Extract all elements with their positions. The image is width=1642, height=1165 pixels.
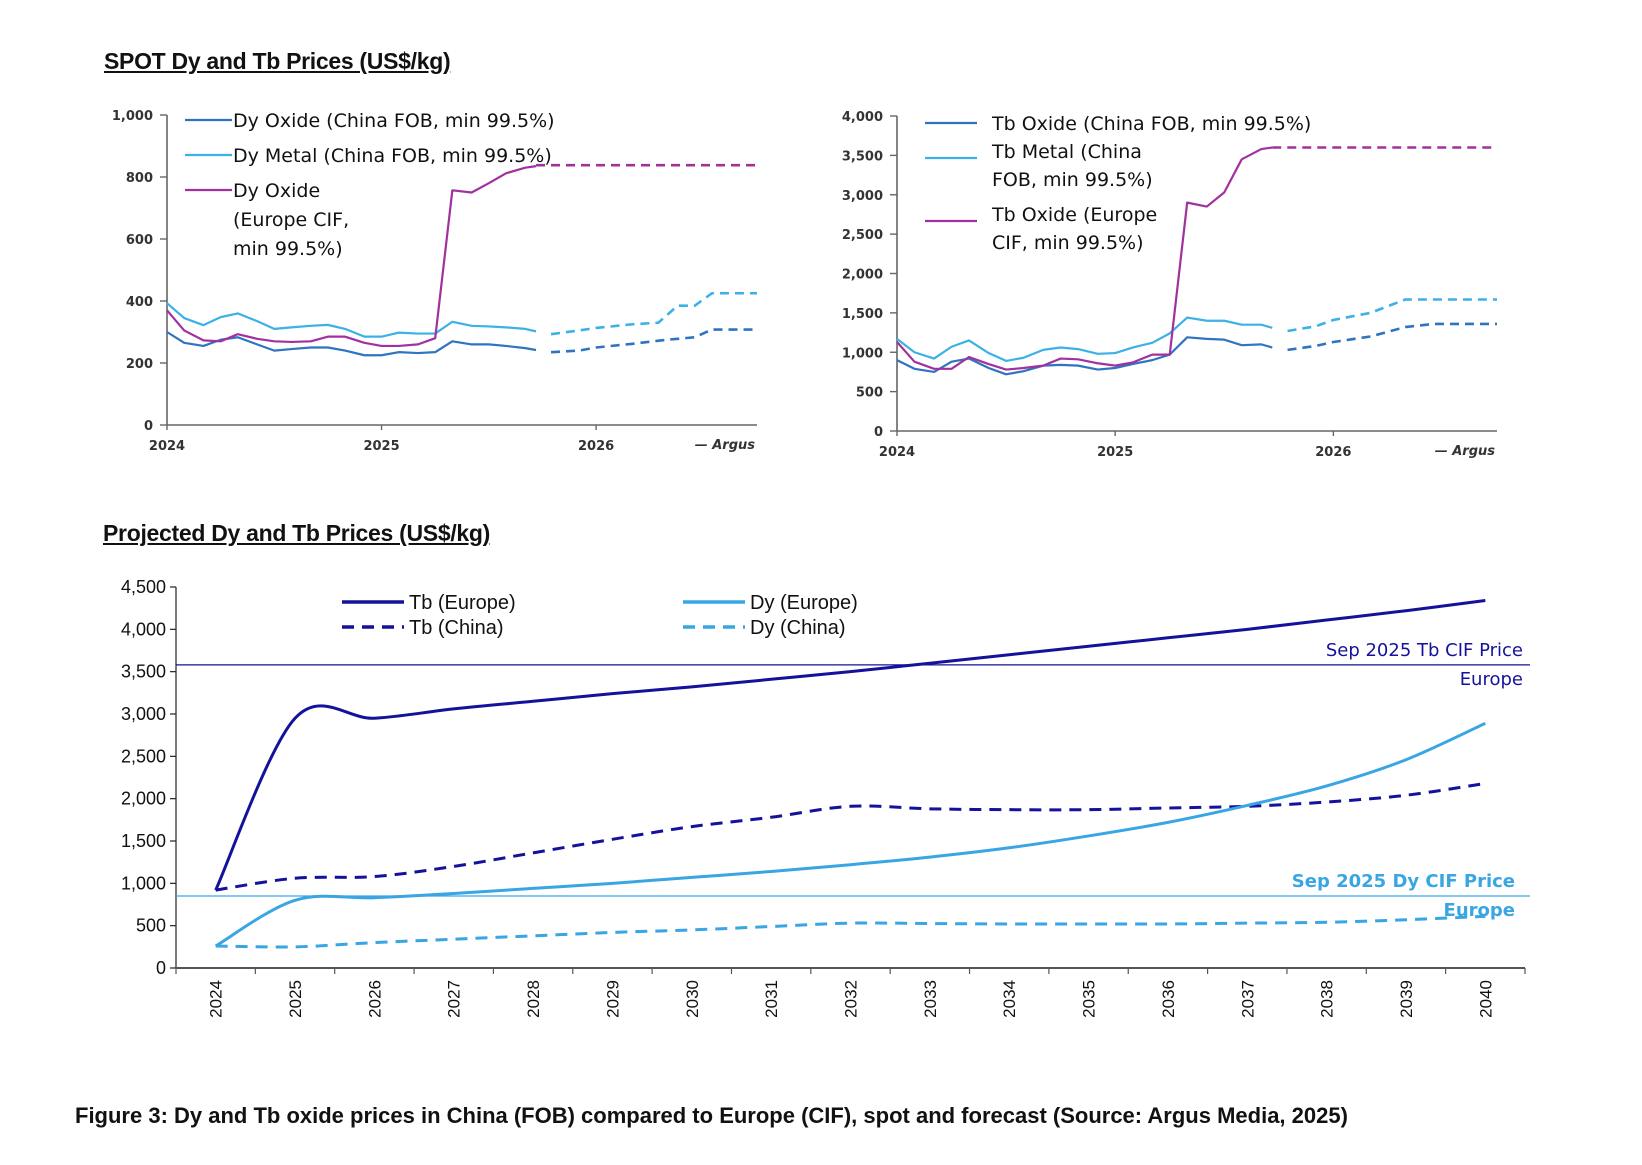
series-line-actual (166, 165, 537, 348)
x-tick-label: 2028 (524, 980, 543, 1018)
series-line (214, 721, 1486, 948)
y-tick-label: 4,500 (121, 577, 166, 597)
series-line-forecast (1287, 298, 1497, 333)
y-tick-label: 800 (126, 171, 153, 186)
y-tick-label: 0 (874, 425, 883, 440)
x-tick-label: 2024 (149, 439, 185, 454)
x-tick-label: 2026 (578, 439, 614, 454)
x-tick-label: 2026 (1315, 445, 1351, 460)
x-tick-label: 2040 (1476, 980, 1495, 1018)
reference-label: Europe (1444, 900, 1515, 921)
legend-label: Tb Metal (China (991, 141, 1142, 163)
x-tick-label: 2025 (363, 439, 399, 454)
x-tick-label: 2032 (842, 980, 861, 1018)
y-tick-label: 3,000 (842, 189, 883, 204)
x-tick-label: 2038 (1318, 980, 1337, 1018)
x-tick-label: 2033 (921, 980, 940, 1018)
x-tick-label: 2037 (1238, 980, 1257, 1018)
y-tick-label: 1,500 (121, 831, 166, 851)
reference-label: Sep 2025 Tb CIF Price (1326, 640, 1523, 661)
x-tick-label: 2025 (286, 980, 305, 1018)
projected-prices-title: Projected Dy and Tb Prices (US$/kg) (103, 520, 491, 546)
x-tick-label: 2025 (1097, 445, 1133, 460)
chart-spot_tb: 0 500 1,000 1,500 2,000 2,500 3,000 3,500 4,000 2… (842, 110, 1497, 460)
series-line (215, 781, 1486, 892)
legend-label: Dy Oxide (China FOB, min 99.5%) (233, 110, 555, 132)
y-tick-label: 1,500 (842, 307, 883, 322)
x-tick-label: 2031 (762, 980, 781, 1018)
chart-spot_dy: 0 200 400 600 800 1,000 2024 2025 2026 — Argus Dy … (112, 109, 757, 454)
legend-label: Tb Oxide (China FOB, min 99.5%) (991, 113, 1311, 135)
chart-projected: 0 500 1,000 1,500 2,000 2,500 3,000 3,500 4,000 4… (121, 577, 1530, 1018)
series-line-forecast (550, 328, 757, 354)
source-label: — Argus (695, 438, 756, 453)
y-tick-label: 400 (126, 295, 153, 310)
x-tick-label: 2024 (879, 445, 915, 460)
x-tick-label: 2039 (1397, 980, 1416, 1018)
series-line (215, 914, 1486, 949)
series-line (214, 599, 1486, 891)
legend-label: Dy Oxide (233, 180, 320, 202)
source-label: — Argus (1435, 444, 1496, 459)
y-tick-label: 500 (856, 386, 883, 401)
y-tick-label: 3,000 (121, 704, 166, 724)
x-tick-label: 2036 (1159, 980, 1178, 1018)
y-tick-label: 4,000 (842, 110, 883, 125)
legend-label: Dy (China) (750, 617, 846, 639)
x-tick-label: 2029 (603, 980, 622, 1018)
y-tick-label: 2,500 (121, 746, 166, 766)
y-tick-label: 1,000 (112, 109, 153, 124)
x-tick-label: 2027 (445, 980, 464, 1018)
series-line-actual (896, 316, 1273, 363)
reference-label: Sep 2025 Dy CIF Price (1292, 871, 1515, 892)
y-tick-label: 2,000 (842, 268, 883, 283)
figure-caption: Figure 3: Dy and Tb oxide prices in Chin… (75, 1103, 1348, 1128)
legend-label: Dy (Europe) (750, 592, 858, 614)
spot-prices-title: SPOT Dy and Tb Prices (US$/kg) (104, 48, 451, 74)
y-tick-label: 600 (126, 233, 153, 248)
series-line-actual (166, 302, 537, 338)
y-tick-label: 500 (136, 916, 166, 936)
x-tick-label: 2030 (683, 980, 702, 1018)
y-tick-label: 3,500 (842, 149, 883, 164)
reference-label: Europe (1460, 669, 1523, 690)
legend-label: FOB, min 99.5%) (992, 169, 1153, 191)
x-tick-label: 2034 (1000, 980, 1019, 1018)
series-line-actual (896, 146, 1273, 371)
series-line-forecast (1287, 322, 1497, 352)
legend-label: min 99.5%) (233, 238, 343, 260)
x-tick-label: 2024 (207, 980, 226, 1018)
legend-label: Tb (Europe) (409, 592, 516, 614)
y-tick-label: 3,500 (121, 662, 166, 682)
y-tick-label: 200 (126, 357, 153, 372)
y-tick-label: 2,000 (121, 789, 166, 809)
y-tick-label: 0 (156, 958, 166, 978)
legend-label: Tb (China) (409, 617, 503, 639)
legend-label: (Europe CIF, (233, 209, 349, 231)
x-tick-label: 2035 (1080, 980, 1099, 1018)
legend-label: Tb Oxide (Europe (991, 204, 1157, 226)
legend-label: Dy Metal (China FOB, min 99.5%) (233, 145, 552, 167)
y-tick-label: 1,000 (842, 346, 883, 361)
series-line-actual (896, 336, 1273, 376)
series-line-forecast (550, 291, 757, 336)
x-tick-label: 2026 (365, 980, 384, 1018)
y-tick-label: 4,000 (121, 619, 166, 639)
y-tick-label: 2,500 (842, 228, 883, 243)
legend-label: CIF, min 99.5%) (992, 232, 1144, 254)
series-line-actual (166, 331, 537, 357)
y-tick-label: 0 (144, 419, 153, 434)
y-tick-label: 1,000 (121, 873, 166, 893)
